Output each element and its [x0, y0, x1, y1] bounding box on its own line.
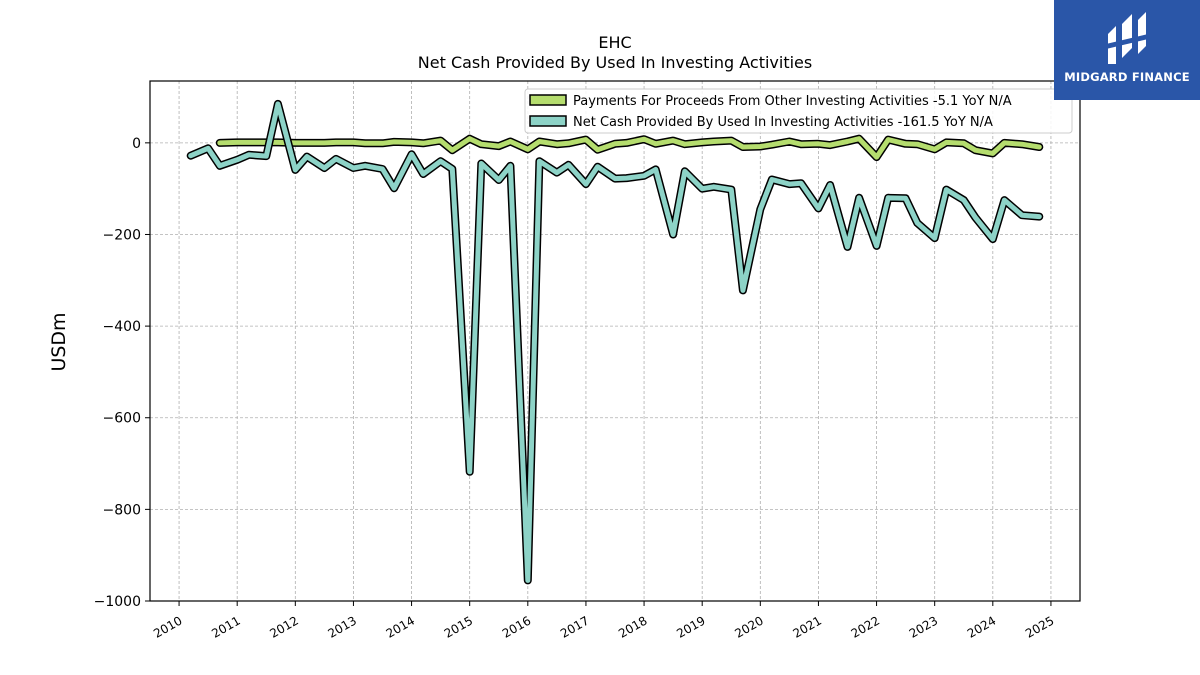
midgard-finance-logo: MIDGARD FINANCE — [1054, 0, 1200, 100]
legend-label: Payments For Proceeds From Other Investi… — [573, 94, 1012, 109]
x-tick-label: 2012 — [267, 613, 300, 640]
x-tick-label: 2016 — [500, 613, 533, 640]
logo-text: MIDGARD FINANCE — [1064, 70, 1190, 84]
y-tick-label: −800 — [103, 502, 141, 518]
plot-frame — [149, 80, 1081, 602]
chart-subtitle: Net Cash Provided By Used In Investing A… — [418, 53, 812, 72]
x-tick-label: 2018 — [616, 613, 649, 640]
legend: Payments For Proceeds From Other Investi… — [524, 88, 1073, 134]
y-tick-label: −1000 — [94, 594, 141, 610]
x-tick-label: 2011 — [209, 613, 242, 640]
y-tick-label: −200 — [103, 227, 141, 243]
y-axis-label: USDm — [48, 312, 70, 371]
x-tick-label: 2020 — [732, 613, 765, 640]
chart-title: EHC — [598, 33, 631, 52]
series-line-outline — [186, 99, 1044, 585]
x-tick-label: 2014 — [384, 613, 417, 640]
legend-swatch — [529, 115, 567, 127]
x-tick-label: 2017 — [558, 613, 591, 640]
x-tick-label: 2019 — [674, 613, 707, 640]
x-tick-label: 2021 — [790, 613, 823, 640]
y-tick-label: −600 — [103, 411, 141, 427]
x-tick-label: 2022 — [849, 613, 882, 640]
x-tick-label: 2013 — [325, 613, 358, 640]
x-tick-label: 2025 — [1023, 613, 1056, 640]
series-line — [188, 101, 1042, 583]
y-tick-label: 0 — [132, 136, 141, 152]
x-tick-label: 2024 — [965, 613, 998, 640]
x-tick-label: 2023 — [907, 613, 940, 640]
x-tick-label: 2015 — [442, 613, 475, 640]
logo-mark-icon — [1106, 12, 1148, 64]
y-tick-label: −400 — [103, 319, 141, 335]
legend-box — [524, 88, 1073, 134]
legend-swatch — [529, 94, 567, 106]
legend-label: Net Cash Provided By Used In Investing A… — [573, 115, 993, 130]
series-layer — [186, 99, 1044, 585]
x-tick-label: 2010 — [151, 613, 184, 640]
series-line — [217, 136, 1042, 160]
